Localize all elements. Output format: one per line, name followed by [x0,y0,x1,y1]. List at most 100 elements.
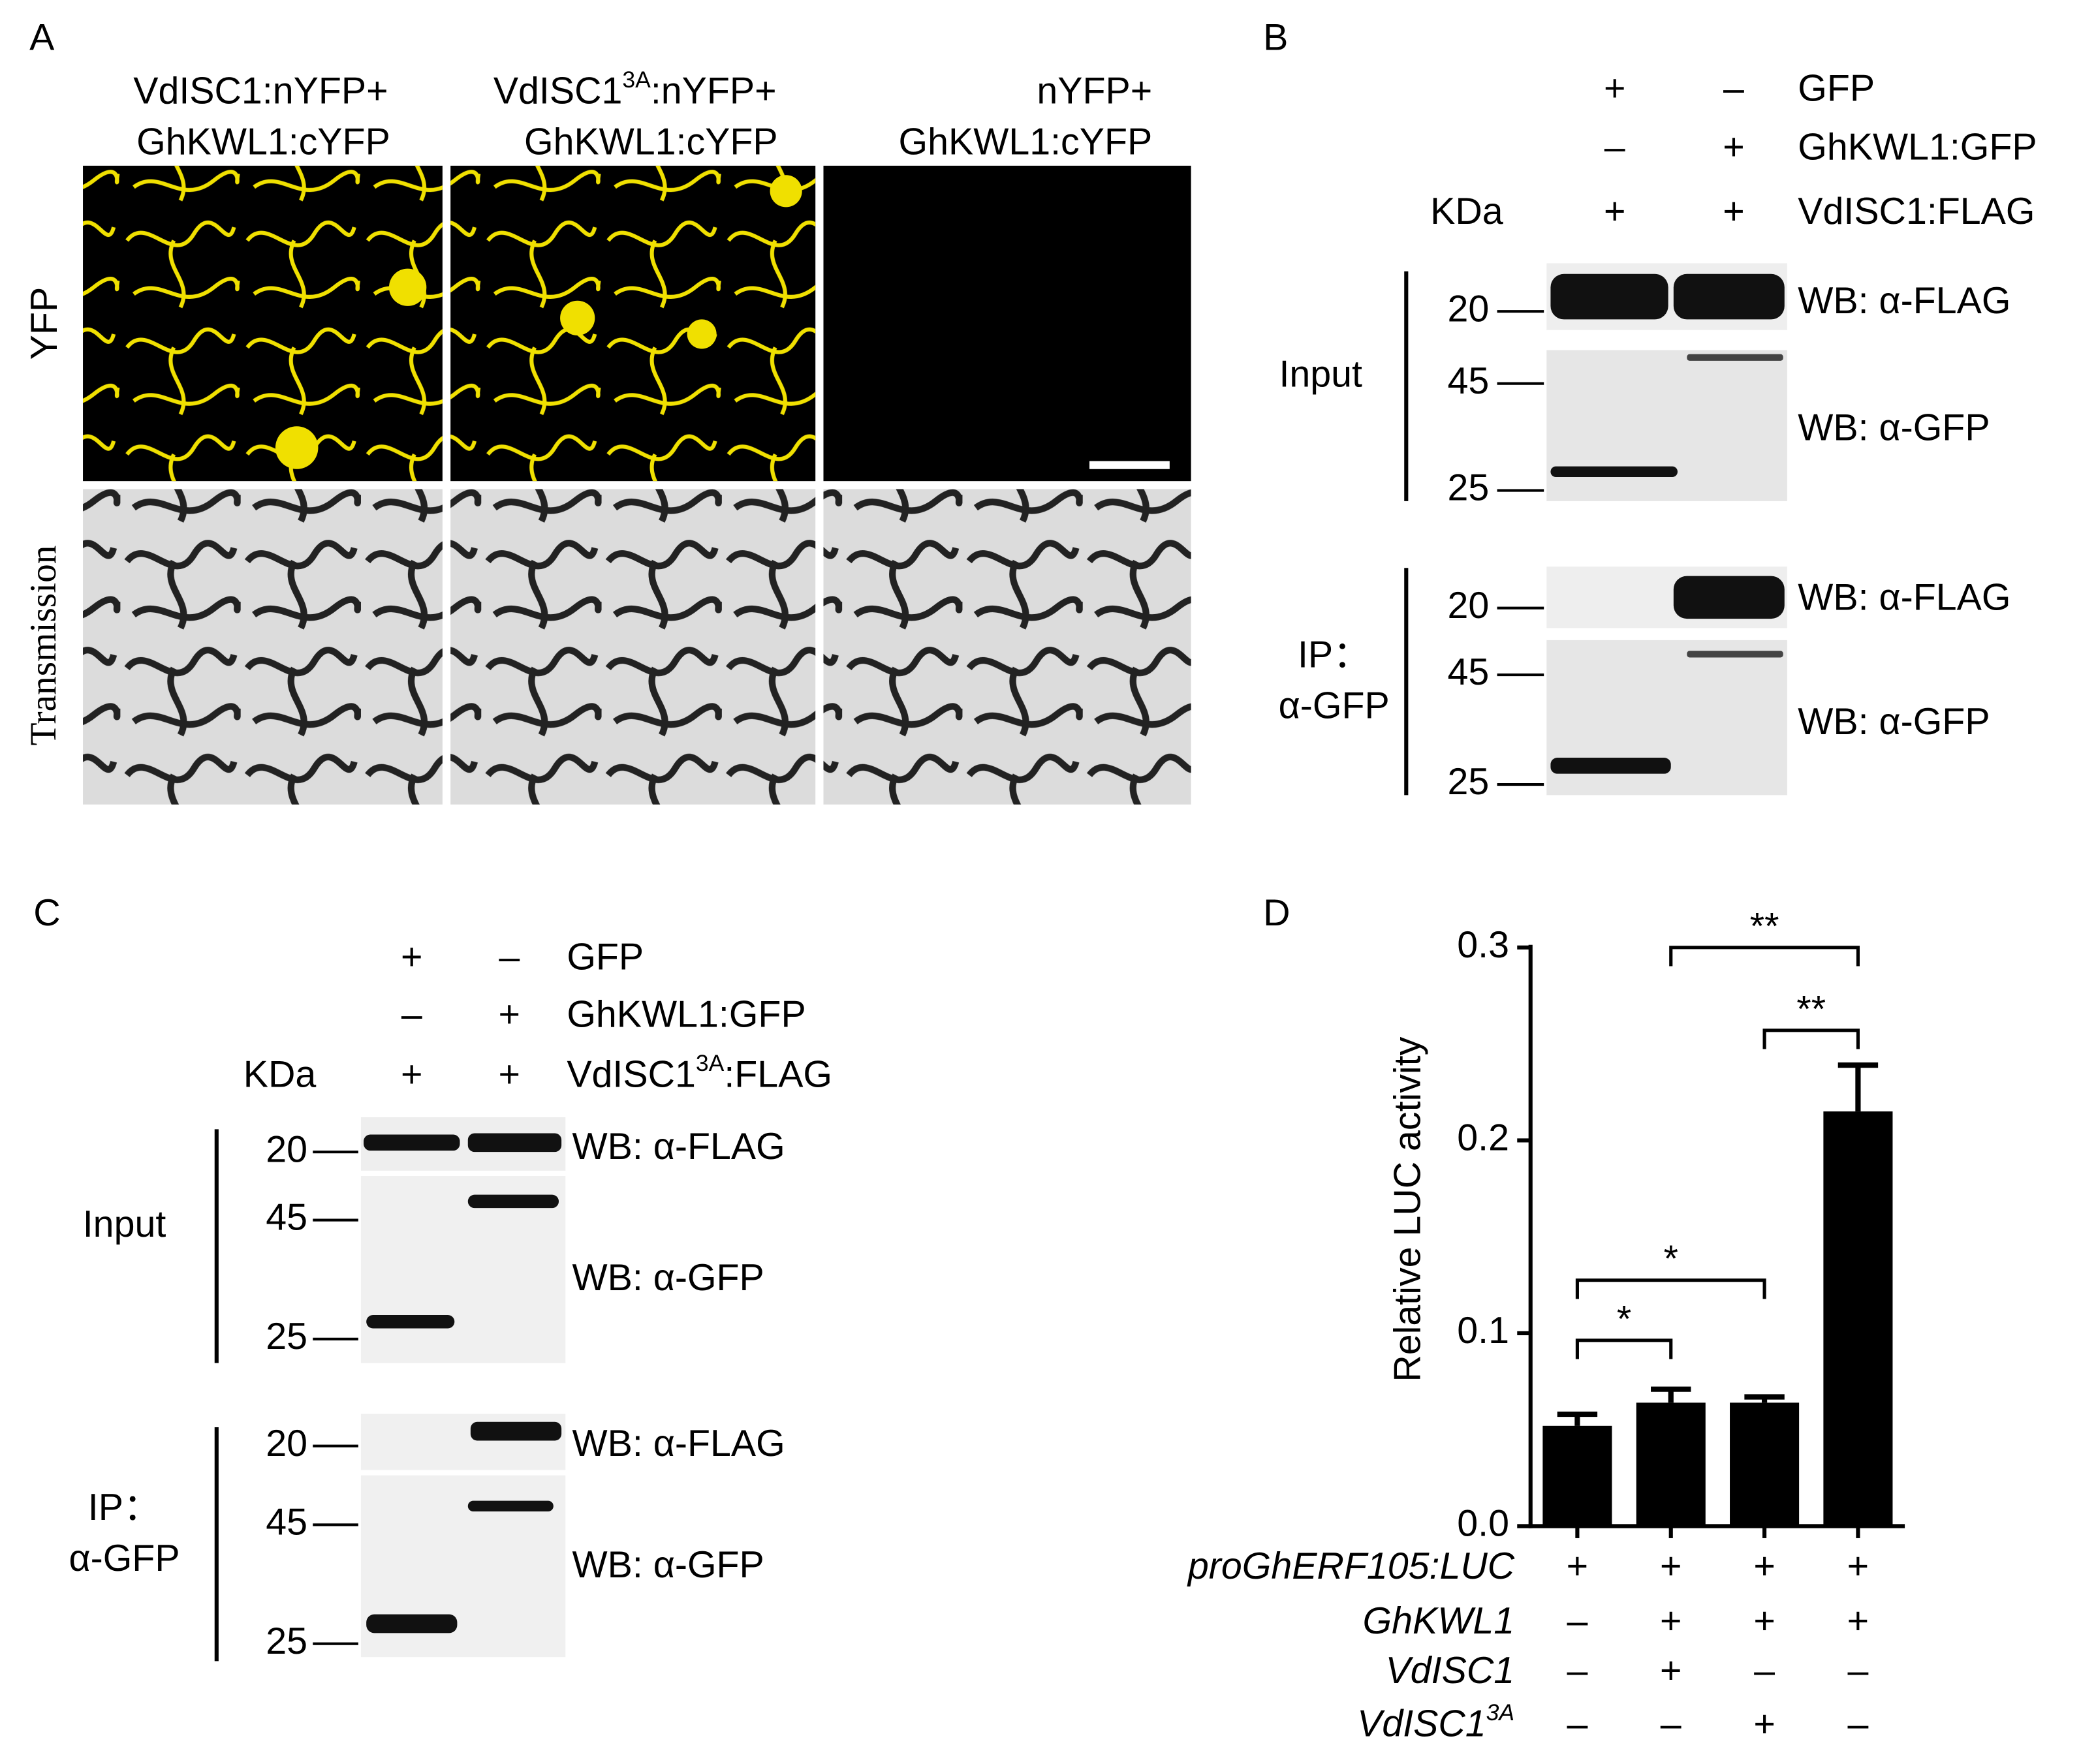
nucleus [560,300,595,335]
nucleus [770,175,802,208]
wb-label: WB: α-GFP [572,1544,764,1586]
condition-sign: – [1847,1650,1868,1692]
condition-sign: – [1567,1600,1588,1642]
lane-sign: – [1604,126,1625,168]
lane-sign: + [499,1054,520,1096]
condition-sign: + [1847,1545,1869,1587]
group-label: Input [1279,354,1362,395]
marker-label: 20 [266,1423,307,1464]
nucleus [275,426,319,469]
condition-sign: – [1567,1703,1588,1745]
condition-sign: – [1567,1650,1588,1692]
y-tick-label: 0.1 [1457,1310,1509,1352]
lane-sign: – [401,993,422,1035]
condition-sign: + [1753,1600,1775,1642]
group-label: IP： [1298,634,1370,676]
group-label: Input [83,1203,166,1245]
marker-label: 25 [266,1620,307,1662]
condition-sign: + [1660,1650,1681,1692]
band [1550,758,1671,774]
wb-label: WB: α-FLAG [1798,577,2010,619]
image [823,165,1191,482]
significance-bracket [1575,1278,1766,1299]
blots [360,263,1787,1658]
band [1550,273,1668,320]
row-label: YFP [23,287,65,360]
band [1550,466,1678,478]
column-header: GhKWL1:cYFP [899,121,1153,162]
lane-sign: + [1604,67,1625,109]
band [467,1133,562,1153]
marker-label: 45 [266,1502,307,1543]
band [364,1134,460,1151]
condition-sign: – [1847,1703,1868,1745]
condition-name: VdISC13A:FLAG [567,1050,832,1095]
column-header: VdISC13A:nYFP+ [493,67,777,112]
marker-label: 20 [1447,288,1489,330]
marker-label: 45 [266,1197,307,1239]
marker-label: 20 [1447,585,1489,627]
error-bar [1838,1062,1879,1112]
condition-sign: + [1660,1545,1681,1587]
bar [1730,1402,1800,1526]
marker-label: 20 [266,1128,307,1170]
band [1687,354,1783,361]
band [470,1421,562,1441]
condition-sign: + [1567,1545,1588,1587]
lane-sign: + [401,936,422,978]
significance-bracket [1669,946,1860,967]
condition-name: proGhERF105:LUC [1187,1545,1515,1587]
lane-sign: – [499,936,520,978]
text-part: VdISC1 [567,1054,696,1096]
text-part: 3A [1486,1700,1514,1726]
panel-label: B [1263,17,1288,59]
image [450,489,816,805]
marker-label: 45 [1447,360,1489,402]
band [366,1314,455,1329]
bar [1823,1111,1893,1526]
significance-label: * [1664,1238,1678,1280]
bar [1542,1425,1612,1526]
marker-label: 25 [1447,761,1489,803]
lane-sign: + [1723,126,1744,168]
wb-label: WB: α-FLAG [1798,280,2010,322]
column-header: GhKWL1:cYFP [524,121,778,162]
band [1673,576,1785,619]
image [83,489,443,805]
lane-sign: + [499,993,520,1035]
marker-label: 25 [1447,467,1489,509]
significance-label: ** [1750,905,1779,947]
significance-bracket [1762,1029,1860,1049]
lane-sign: + [401,1054,422,1096]
lane-sign: + [1604,191,1625,232]
error-bar [1744,1394,1785,1403]
row-label: Transmission [23,546,64,746]
significance-label: ** [1796,988,1826,1030]
condition-sign: + [1660,1600,1681,1642]
group-label: IP： [88,1487,161,1528]
y-axis-label: Relative LUC activity [1387,1036,1429,1382]
wb-label: WB: α-GFP [1798,701,1990,743]
panel-label: D [1263,892,1290,934]
condition-name: GhKWL1:GFP [1798,126,2037,168]
nucleus [388,268,427,306]
text-part: 3A [696,1050,725,1076]
condition-sign: + [1753,1545,1775,1587]
nucleus [687,319,717,349]
wb-label: WB: α-FLAG [572,1126,785,1168]
condition-sign: + [1847,1600,1869,1642]
lane-sign: + [1723,191,1744,232]
text-part: :FLAG [724,1054,832,1096]
text-part: :nYFP+ [651,70,777,112]
text-part: VdISC1 [1357,1703,1486,1745]
condition-name: VdISC1 [1386,1650,1515,1692]
wb-label: WB: α-GFP [1798,407,1990,449]
text-part: 3A [622,67,651,93]
column-header: VdISC1:nYFP+ [133,70,388,112]
bar [1636,1402,1706,1526]
error-bar [1557,1411,1598,1426]
image [83,165,443,482]
text-part: VdISC1 [493,70,623,112]
y-tick-label: 0.2 [1457,1117,1509,1159]
